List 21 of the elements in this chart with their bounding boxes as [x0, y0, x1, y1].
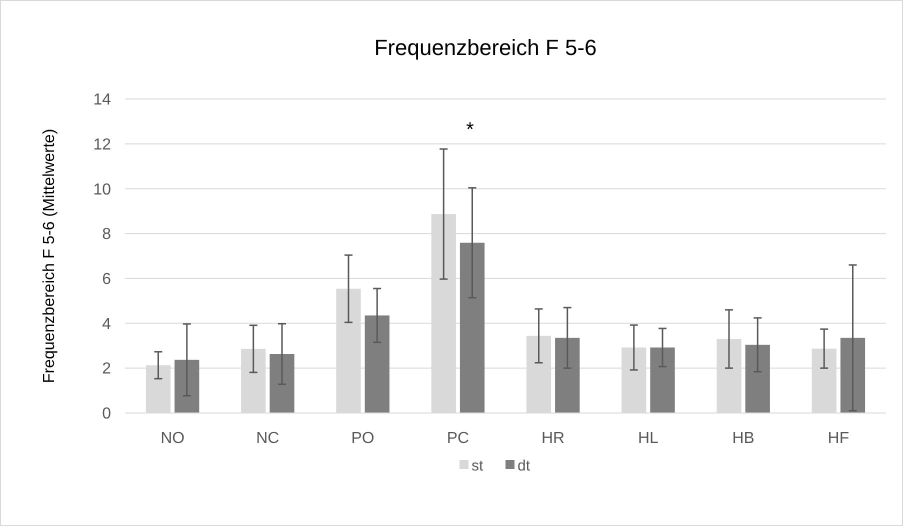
legend-label: dt — [518, 457, 531, 474]
x-tick-label: HL — [638, 430, 659, 447]
annotation: * — [466, 119, 474, 141]
y-tick-label: 8 — [102, 226, 112, 244]
x-tick-label: PC — [446, 430, 470, 447]
y-tick-label: 0 — [102, 406, 112, 423]
x-tick-label: HF — [828, 430, 850, 447]
y-tick-label: 12 — [93, 136, 112, 154]
legend-label: st — [472, 457, 484, 474]
chart-title: Frequenzbereich F 5-6 — [374, 35, 597, 60]
y-tick-label: 10 — [93, 181, 112, 198]
x-tick-label: NO — [160, 430, 185, 447]
y-tick-label: 4 — [102, 316, 112, 333]
x-tick-label: HR — [542, 430, 565, 447]
y-axis-title: Frequenzbereich F 5-6 (Mittelwerte) — [41, 128, 58, 384]
y-tick-label: 14 — [93, 92, 112, 109]
x-tick-label: PO — [351, 430, 374, 447]
x-tick-label: NC — [256, 430, 280, 447]
y-tick-label: 2 — [102, 360, 112, 378]
x-tick-label: HB — [732, 430, 754, 447]
y-tick-label: 6 — [102, 271, 112, 288]
